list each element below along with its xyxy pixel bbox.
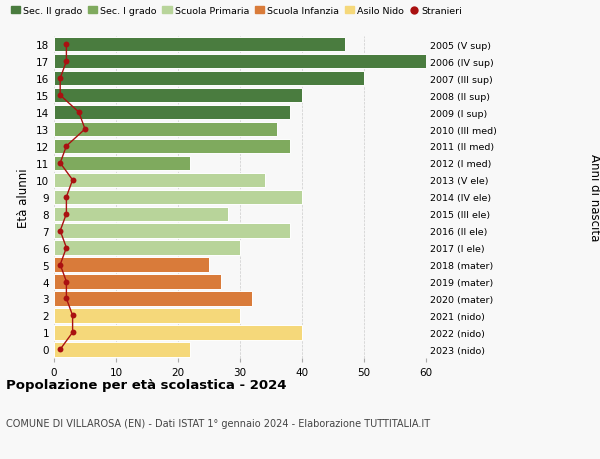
Point — [62, 143, 71, 150]
Point — [80, 126, 90, 134]
Point — [62, 211, 71, 218]
Point — [68, 329, 77, 336]
Bar — [54, 342, 190, 357]
Bar — [54, 207, 227, 221]
Point — [62, 295, 71, 302]
Point — [74, 109, 83, 117]
Point — [68, 312, 77, 319]
Text: Popolazione per età scolastica - 2024: Popolazione per età scolastica - 2024 — [6, 379, 287, 392]
Bar — [54, 173, 265, 188]
Point — [62, 245, 71, 252]
Bar — [54, 241, 240, 255]
Bar — [54, 55, 426, 69]
Point — [62, 194, 71, 201]
Bar — [54, 190, 302, 205]
Point — [55, 346, 65, 353]
Point — [55, 228, 65, 235]
Point — [55, 261, 65, 269]
Bar — [54, 224, 290, 238]
Bar — [54, 325, 302, 340]
Bar — [54, 291, 253, 306]
Point — [62, 278, 71, 285]
Bar — [54, 106, 290, 120]
Y-axis label: Anni di nascita: Anni di nascita — [588, 154, 600, 241]
Bar — [54, 89, 302, 103]
Point — [55, 92, 65, 100]
Bar — [54, 38, 346, 52]
Point — [62, 58, 71, 66]
Bar — [54, 258, 209, 272]
Point — [55, 75, 65, 83]
Bar — [54, 157, 190, 171]
Bar — [54, 140, 290, 154]
Y-axis label: Età alunni: Età alunni — [17, 168, 31, 227]
Text: COMUNE DI VILLAROSA (EN) - Dati ISTAT 1° gennaio 2024 - Elaborazione TUTTITALIA.: COMUNE DI VILLAROSA (EN) - Dati ISTAT 1°… — [6, 418, 430, 428]
Bar — [54, 123, 277, 137]
Bar — [54, 308, 240, 323]
Point — [62, 41, 71, 49]
Legend: Sec. II grado, Sec. I grado, Scuola Primaria, Scuola Infanzia, Asilo Nido, Stran: Sec. II grado, Sec. I grado, Scuola Prim… — [11, 7, 463, 16]
Bar — [54, 275, 221, 289]
Point — [55, 160, 65, 167]
Bar — [54, 72, 364, 86]
Point — [68, 177, 77, 184]
